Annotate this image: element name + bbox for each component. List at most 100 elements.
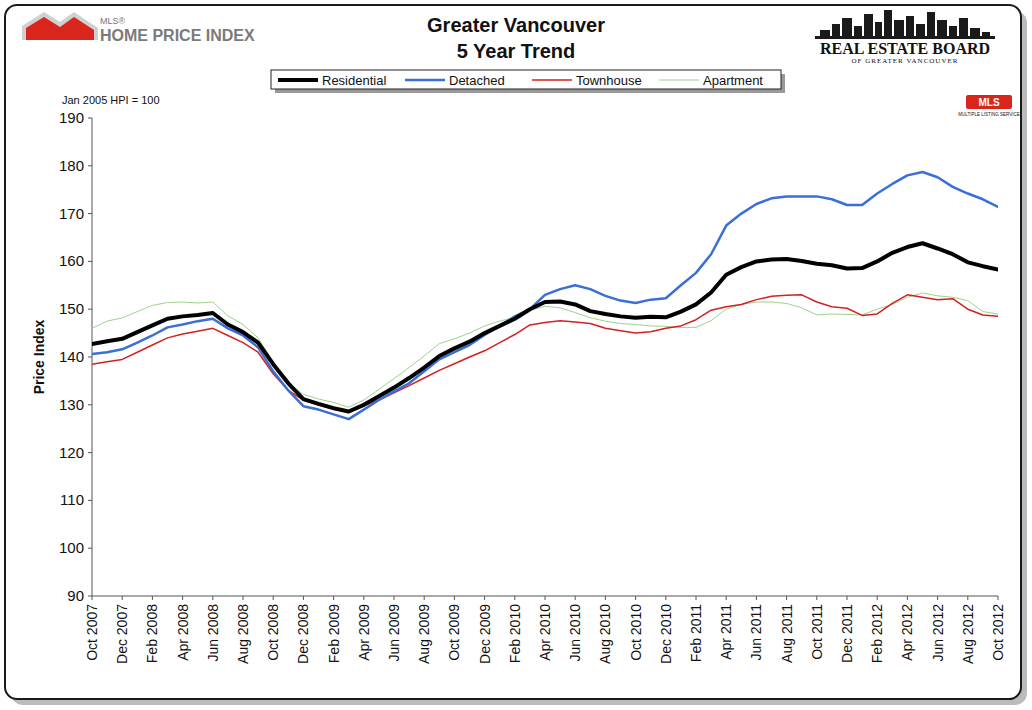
x-tick-label: Feb 2009: [326, 604, 342, 663]
x-tick: [816, 596, 817, 600]
x-tick: [212, 596, 213, 600]
logo-roof-grey: [22, 12, 98, 40]
x-tick: [756, 596, 757, 600]
x-tick: [605, 596, 606, 600]
y-tick-label: 140: [59, 348, 84, 365]
y-tick: [88, 404, 92, 405]
title: Greater Vancouver: [427, 14, 605, 36]
frame: [5, 5, 1021, 699]
subtitle: 5 Year Trend: [457, 40, 576, 62]
x-tick-label: Feb 2012: [869, 604, 885, 663]
x-tick-label: Jun 2012: [930, 604, 946, 662]
legend-swatch: [405, 79, 445, 82]
skyline: [832, 24, 840, 38]
x-tick: [696, 596, 697, 600]
skyline: [875, 22, 882, 38]
x-tick: [545, 596, 546, 600]
badge: MLS MULTIPLE LISTING SERVICE: [958, 95, 1019, 117]
skyline: [906, 16, 914, 38]
series-group: [92, 172, 998, 419]
x-tick: [907, 596, 908, 600]
y-axis: 90100110120130140150160170180190Price In…: [31, 109, 92, 604]
x-tick: [877, 596, 878, 600]
x-tick-label: Oct 2011: [809, 604, 825, 660]
legend-label: Residential: [322, 73, 386, 88]
x-tick-label: Oct 2012: [990, 604, 1006, 661]
x-tick: [575, 596, 576, 600]
x-tick-label: Jun 2011: [748, 604, 764, 661]
x-tick: [273, 596, 274, 600]
x-tick: [394, 596, 395, 600]
x-tick-label: Oct 2009: [446, 604, 462, 661]
skyline: [916, 24, 925, 38]
x-tick-label: Jun 2009: [386, 604, 402, 662]
note: Jan 2005 HPI = 100: [62, 94, 160, 106]
x-tick-label: Jun 2008: [205, 604, 221, 662]
x-tick-label: Feb 2008: [144, 604, 160, 663]
x-tick-label: Dec 2009: [477, 604, 493, 664]
badge-text: MLS: [978, 97, 999, 108]
logo-right-text: OF GREATER VANCOUVER: [852, 57, 959, 65]
y-tick: [88, 357, 92, 358]
x-tick: [303, 596, 304, 600]
legend-swatch: [659, 80, 699, 81]
logo-roof-red: [26, 17, 94, 40]
skyline-base: [815, 36, 995, 39]
legend-label: Townhouse: [576, 73, 642, 88]
skyline: [842, 18, 852, 38]
x-tick-label: Jun 2010: [567, 604, 583, 662]
x-tick-label: Feb 2011: [688, 604, 704, 662]
logo-right-text: REAL ESTATE BOARD: [820, 40, 990, 57]
badge-box: [966, 95, 1012, 109]
y-tick: [88, 309, 92, 310]
y-tick-label: 100: [59, 539, 84, 556]
skyline: [864, 14, 873, 38]
y-axis-title: Price Index: [31, 319, 47, 394]
y-tick-label: 170: [59, 205, 84, 222]
series-line: [92, 295, 998, 413]
skyline: [937, 20, 947, 38]
x-tick: [454, 596, 455, 600]
x-tick-label: Aug 2008: [235, 604, 251, 664]
y-tick-label: 110: [60, 491, 84, 508]
skyline: [894, 20, 904, 38]
legend-label: Detached: [449, 73, 505, 88]
y-tick: [88, 118, 92, 119]
badge-subtext: MULTIPLE LISTING SERVICE: [958, 112, 1019, 117]
x-tick: [514, 596, 515, 600]
x-tick: [363, 596, 364, 600]
x-tick: [998, 596, 999, 600]
x-tick: [92, 596, 93, 600]
x-tick-label: Apr 2008: [175, 604, 191, 661]
y-tick-label: 130: [59, 396, 84, 413]
y-tick: [88, 213, 92, 214]
y-tick: [88, 500, 92, 501]
series-line: [92, 172, 998, 419]
legend-swatch: [278, 78, 318, 82]
x-tick: [484, 596, 485, 600]
x-axis: Oct 2007Dec 2007Feb 2008Apr 2008Jun 2008…: [84, 596, 1006, 664]
x-tick-label: Apr 2012: [899, 604, 915, 661]
x-tick: [182, 596, 183, 600]
x-tick-label: Apr 2009: [356, 604, 372, 661]
x-tick: [726, 596, 727, 600]
legend-label: Apartment: [703, 73, 763, 88]
plot-area: [92, 118, 998, 596]
x-tick-label: Oct 2010: [628, 604, 644, 661]
series-line: [92, 243, 998, 411]
y-tick: [88, 165, 92, 166]
x-tick: [243, 596, 244, 600]
logo-right: REAL ESTATE BOARDOF GREATER VANCOUVER: [815, 10, 995, 65]
y-tick-label: 90: [67, 587, 84, 604]
x-tick-label: Dec 2008: [295, 604, 311, 664]
x-tick-label: Aug 2011: [779, 604, 795, 663]
x-tick: [122, 596, 123, 600]
x-tick-label: Apr 2010: [537, 604, 553, 661]
x-tick: [152, 596, 153, 600]
skyline: [884, 10, 892, 38]
x-tick-label: Aug 2009: [416, 604, 432, 664]
x-tick-label: Dec 2007: [114, 604, 130, 664]
skyline: [927, 12, 935, 38]
skyline: [959, 18, 968, 38]
x-tick: [967, 596, 968, 600]
